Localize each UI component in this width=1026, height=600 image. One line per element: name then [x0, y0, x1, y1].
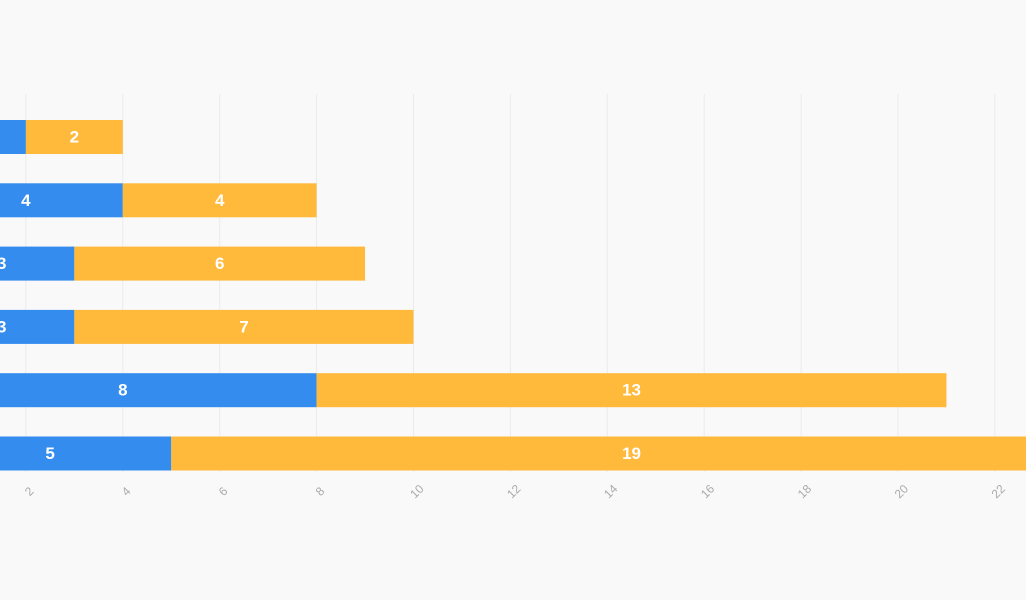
value-label: 19	[622, 444, 641, 463]
value-label: 6	[215, 254, 224, 273]
x-tick-label: 6	[216, 484, 231, 499]
value-label: 5	[45, 444, 54, 463]
bar-segment	[122, 183, 317, 218]
value-label: 7	[239, 317, 248, 336]
value-label: 8	[118, 381, 127, 400]
x-tick-label: 8	[313, 484, 328, 499]
bar-segment	[74, 246, 366, 281]
x-tick-label: 22	[989, 482, 1009, 502]
value-label: 2	[70, 127, 79, 146]
bar-segment	[74, 309, 414, 344]
bar-segment	[0, 309, 75, 344]
bar-segment	[316, 373, 947, 408]
bar-segment	[0, 373, 317, 408]
bar-segment	[0, 183, 123, 218]
value-label: 3	[0, 317, 6, 336]
bar-segment	[0, 246, 75, 281]
value-label: 13	[622, 381, 641, 400]
value-label: 4	[21, 191, 31, 210]
bar-segment	[0, 436, 172, 471]
bar-segment	[25, 120, 123, 154]
bar-segment	[0, 120, 26, 154]
x-tick-label: 4	[119, 484, 134, 499]
x-tick-label: 18	[795, 482, 815, 502]
x-tick-label: 12	[504, 482, 524, 502]
x-tick-label: 2	[22, 484, 37, 499]
x-tick-label: 10	[407, 482, 427, 502]
value-label: 4	[215, 191, 225, 210]
x-tick-label: 16	[698, 482, 718, 502]
bar-segment	[171, 436, 1026, 471]
x-tick-label: 14	[601, 482, 621, 502]
x-tick-label: 20	[892, 482, 912, 502]
value-label: 3	[0, 254, 6, 273]
